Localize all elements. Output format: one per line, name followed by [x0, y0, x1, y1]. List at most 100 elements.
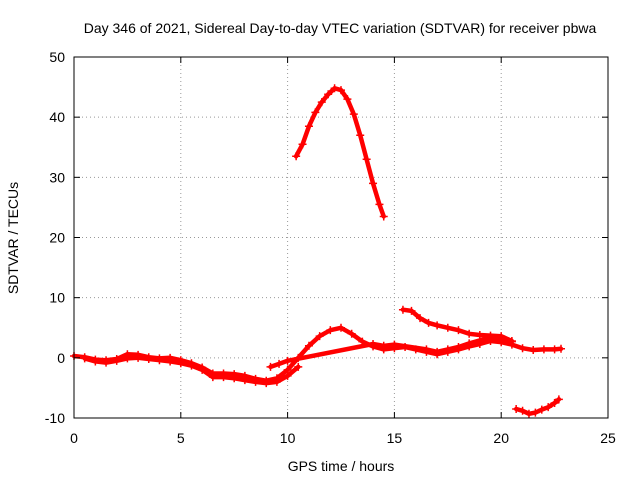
data-point [398, 305, 407, 314]
data-point [240, 376, 249, 385]
data-point [375, 200, 384, 209]
data-point [112, 356, 121, 365]
data-point [176, 359, 185, 368]
data-point [524, 409, 533, 418]
data-point [317, 98, 326, 107]
data-point [537, 405, 546, 414]
data-point [330, 84, 339, 93]
data-point [422, 345, 431, 354]
grid-lines [74, 57, 608, 418]
y-tick-label: 30 [49, 169, 65, 185]
y-tick-label: 10 [49, 290, 65, 306]
data-point [102, 358, 111, 367]
data-point [230, 374, 239, 383]
data-point [304, 122, 313, 131]
data-point [208, 373, 217, 382]
data-point [465, 329, 474, 338]
data-point [369, 179, 378, 188]
data-point [390, 340, 399, 349]
data-point [433, 347, 442, 356]
data-point [407, 306, 416, 315]
data-point [362, 155, 371, 164]
y-tick-label: 20 [49, 230, 65, 246]
series-trace [268, 335, 515, 370]
data-point [497, 332, 506, 341]
data-point [80, 354, 89, 363]
data-point [283, 356, 292, 365]
data-point [486, 331, 495, 340]
y-axis-ticks: -10 0 10 20 30 40 50 [45, 49, 608, 426]
data-point [454, 326, 463, 335]
data-point [266, 362, 275, 371]
data-point [343, 95, 352, 104]
data-point [349, 110, 358, 119]
y-tick-label: 40 [49, 109, 65, 125]
chart-title: Day 346 of 2021, Sidereal Day-to-day VTE… [84, 20, 597, 36]
data-point [379, 212, 388, 221]
data-point [512, 404, 521, 413]
series-peak-arc [292, 84, 388, 221]
data-point [298, 140, 307, 149]
series-trace [400, 307, 515, 344]
data-point [347, 329, 356, 338]
data-point [454, 343, 463, 352]
series-upper-right-segment [398, 305, 516, 345]
y-axis-label: SDTVAR / TECUs [5, 182, 21, 294]
data-point [304, 341, 313, 350]
data-point [134, 353, 143, 362]
data-point [518, 406, 527, 415]
data-point [144, 355, 153, 364]
data-point [198, 365, 207, 374]
x-tick-label: 10 [280, 430, 296, 446]
data-point [379, 341, 388, 350]
data-point [507, 336, 516, 345]
data-point [155, 356, 164, 365]
data-point [557, 344, 566, 353]
data-point [315, 332, 324, 341]
y-tick-label: 50 [49, 49, 65, 65]
data-point [443, 345, 452, 354]
data-point [539, 345, 548, 354]
data-point [443, 323, 452, 332]
data-point [369, 339, 378, 348]
data-point [433, 321, 442, 330]
data-point [529, 346, 538, 355]
series-trace [293, 86, 386, 219]
data-point [275, 359, 284, 368]
data-point [475, 330, 484, 339]
data-point [424, 318, 433, 327]
x-tick-label: 0 [70, 430, 78, 446]
data-point [356, 131, 365, 140]
series-lower-band [80, 353, 303, 388]
data-point [294, 362, 303, 371]
data-point [337, 86, 345, 95]
data-point [416, 314, 425, 323]
data-point [272, 377, 281, 386]
data-point [123, 354, 132, 363]
data-point [292, 152, 301, 161]
data-point [262, 379, 271, 388]
data-point [219, 373, 228, 382]
data-point [544, 403, 553, 412]
x-tick-label: 20 [493, 430, 509, 446]
data-point [326, 326, 335, 335]
data-point [166, 357, 175, 366]
data-marks [70, 84, 566, 418]
data-point [518, 344, 527, 353]
data-point [311, 108, 320, 117]
y-tick-label: -10 [45, 410, 65, 426]
x-tick-label: 25 [600, 430, 616, 446]
series-lower-right-segment [512, 395, 563, 418]
data-point [324, 90, 333, 99]
data-point [187, 361, 196, 370]
x-axis-label: GPS time / hours [288, 458, 395, 474]
data-point [337, 323, 345, 332]
x-axis-ticks: 0 5 10 15 20 25 [70, 57, 616, 446]
data-point [554, 395, 563, 404]
x-tick-label: 5 [177, 430, 185, 446]
data-point [283, 371, 292, 380]
x-tick-label: 15 [387, 430, 403, 446]
data-point [91, 357, 100, 366]
y-tick-label: 0 [57, 350, 65, 366]
